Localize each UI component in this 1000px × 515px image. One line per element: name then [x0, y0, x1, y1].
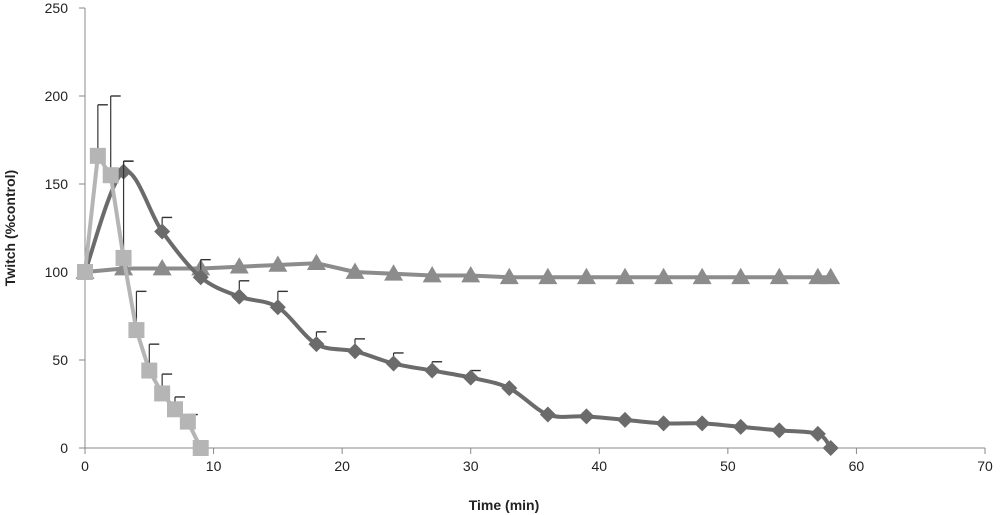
- data-point-triangle: [654, 267, 674, 285]
- data-point-diamond: [347, 343, 363, 360]
- y-tick-label: 100: [45, 264, 69, 280]
- data-point-triangle: [769, 267, 789, 285]
- data-point-diamond: [809, 425, 826, 442]
- data-point-square: [89, 147, 106, 164]
- data-point-triangle: [808, 267, 828, 285]
- data-point-diamond: [578, 408, 595, 425]
- data-point-triangle: [229, 257, 249, 274]
- data-point-diamond: [231, 288, 248, 305]
- data-point-diamond: [539, 406, 556, 423]
- data-point-square: [77, 264, 93, 280]
- y-axis-title: Twitch (%control): [2, 170, 18, 286]
- data-point-triangle: [615, 267, 635, 285]
- y-tick-label: 0: [60, 440, 68, 456]
- y-tick-label: 150: [45, 176, 69, 192]
- x-tick-label: 70: [977, 458, 993, 474]
- data-point-square: [192, 440, 209, 456]
- data-point-square: [179, 413, 196, 430]
- data-point-triangle: [576, 267, 596, 285]
- data-point-square: [154, 385, 171, 402]
- x-tick-label: 20: [334, 458, 350, 474]
- data-point-triangle: [538, 267, 558, 285]
- data-point-diamond: [617, 411, 633, 428]
- data-point-square: [141, 362, 158, 379]
- data-point-diamond: [501, 380, 518, 397]
- data-point-triangle: [821, 267, 841, 285]
- data-point-triangle: [268, 255, 288, 272]
- data-point-square: [115, 249, 132, 266]
- data-point-triangle: [731, 267, 751, 285]
- y-tick-label: 200: [45, 88, 69, 104]
- data-point-square: [128, 322, 145, 339]
- data-point-triangle: [499, 267, 519, 285]
- y-tick-label: 250: [45, 0, 69, 16]
- series-layer: [75, 95, 841, 456]
- data-point-diamond: [771, 422, 788, 439]
- x-tick-label: 40: [591, 458, 607, 474]
- data-point-diamond: [269, 299, 286, 316]
- x-tick-label: 30: [463, 458, 479, 474]
- data-point-diamond: [385, 355, 402, 372]
- axes: [84, 8, 985, 449]
- data-point-triangle: [461, 266, 481, 283]
- data-point-triangle: [384, 264, 404, 281]
- x-axis-title: Time (min): [469, 497, 540, 513]
- data-point-diamond: [655, 415, 672, 432]
- data-point-diamond: [154, 223, 171, 240]
- ticks: 0 50 100 150 200 250 0 10 20 30 40 50 60 70: [45, 0, 993, 474]
- x-tick-label: 50: [720, 458, 736, 474]
- series-line: [83, 153, 203, 450]
- data-point-triangle: [422, 266, 442, 283]
- data-point-diamond: [822, 440, 839, 456]
- data-point-diamond: [732, 418, 749, 435]
- data-point-triangle: [152, 258, 172, 276]
- data-point-diamond: [424, 362, 441, 379]
- y-tick-label: 50: [52, 352, 68, 368]
- x-tick-label: 60: [849, 458, 865, 474]
- data-point-square: [102, 167, 119, 184]
- series-diamond: [77, 160, 839, 456]
- data-point-diamond: [694, 415, 711, 432]
- data-point-diamond: [308, 336, 325, 353]
- data-point-triangle: [692, 267, 712, 285]
- data-point-diamond: [462, 369, 479, 386]
- series-square: [77, 95, 209, 456]
- x-tick-label: 10: [206, 458, 222, 474]
- data-point-triangle: [306, 253, 326, 271]
- data-point-square: [167, 401, 183, 418]
- data-point-diamond: [192, 269, 209, 286]
- data-point-triangle: [345, 262, 365, 279]
- x-tick-label: 0: [81, 458, 89, 474]
- series-line: [83, 169, 833, 450]
